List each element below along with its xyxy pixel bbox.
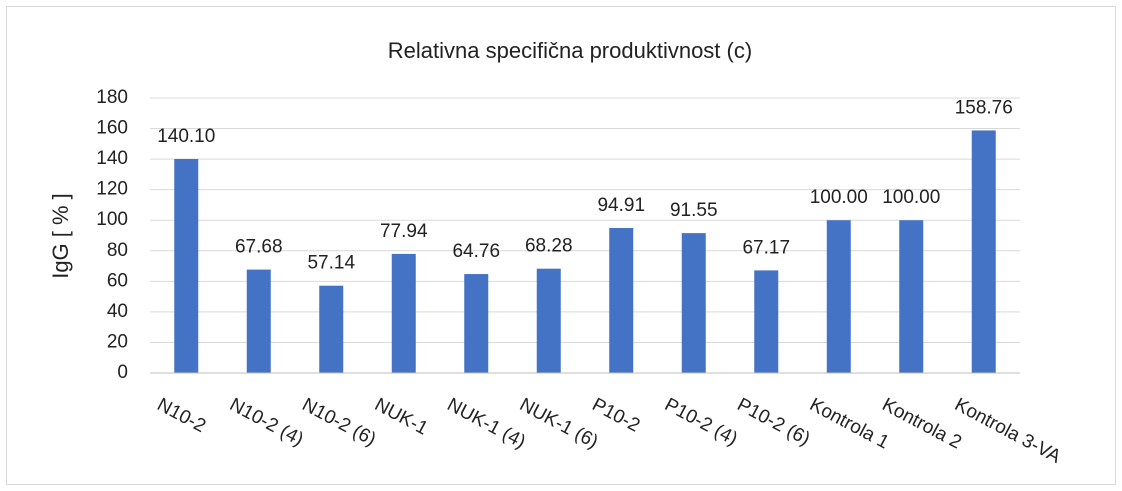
- y-tick-label: 120: [96, 179, 128, 200]
- data-label: 57.14: [307, 253, 355, 274]
- bar: [246, 269, 271, 373]
- data-label: 64.76: [452, 241, 500, 262]
- y-tick-label: 100: [96, 209, 128, 230]
- chart-title: Relativna specifična produktivnost (c): [388, 38, 752, 63]
- y-tick-label: 140: [96, 148, 128, 169]
- y-tick-label: 60: [107, 270, 128, 291]
- bar: [609, 227, 634, 373]
- bar: [971, 130, 996, 373]
- y-tick-label: 80: [107, 240, 128, 261]
- data-label: 158.76: [955, 97, 1013, 118]
- data-label: 67.68: [235, 237, 283, 258]
- data-label: 68.28: [525, 236, 573, 257]
- data-label: 77.94: [380, 221, 428, 242]
- bar: [826, 220, 851, 373]
- data-label: 94.91: [597, 195, 645, 216]
- data-label: 140.10: [157, 126, 215, 147]
- y-tick-label: 20: [107, 331, 128, 352]
- bar: [464, 274, 489, 373]
- data-label: 67.17: [742, 237, 790, 258]
- y-tick-label: 40: [107, 301, 128, 322]
- bar: [319, 285, 344, 373]
- bar: [174, 158, 199, 373]
- y-tick-label: 180: [96, 87, 128, 108]
- bar: [536, 268, 561, 373]
- bar: [754, 270, 779, 373]
- data-label: 100.00: [810, 187, 868, 208]
- data-label: 91.55: [670, 200, 718, 221]
- bar: [681, 233, 706, 373]
- bar: [391, 253, 416, 373]
- y-tick-label: 0: [117, 362, 128, 383]
- bar: [899, 220, 924, 373]
- data-label: 100.00: [882, 187, 940, 208]
- y-tick-label: 160: [96, 118, 128, 139]
- y-axis-label: IgG [ % ]: [48, 193, 73, 279]
